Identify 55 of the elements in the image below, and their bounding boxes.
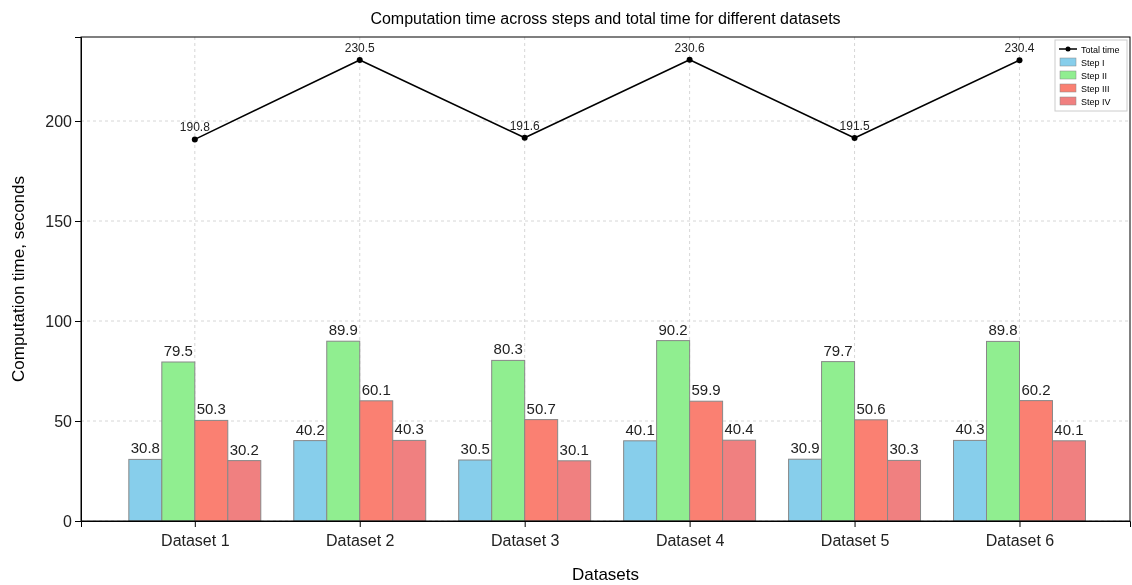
data-label: 230.4	[1004, 41, 1035, 56]
data-label: 50.6	[856, 399, 886, 417]
data-label: 40.3	[394, 420, 424, 438]
point	[521, 134, 528, 141]
data-label: 59.9	[691, 381, 721, 399]
data-label: 79.5	[163, 342, 193, 359]
x-tick-label: Dataset 1	[161, 532, 230, 549]
data-label: 40.1	[1054, 420, 1084, 438]
x-axis-title: Datasets	[571, 565, 640, 584]
data-label: 30.2	[229, 440, 259, 458]
data-label: 89.8	[988, 321, 1018, 339]
data-label: 30.8	[130, 439, 160, 457]
x-tick-label: Dataset 5	[820, 532, 890, 549]
data-label: 50.3	[196, 400, 226, 418]
x-tick-label: Dataset 2	[326, 532, 395, 549]
legend-label: Step I	[1081, 57, 1105, 68]
legend-label: Total time	[1081, 44, 1120, 55]
x-tick-label: Dataset 4	[655, 532, 725, 549]
data-label: 30.9	[790, 439, 820, 457]
data-label: 60.2	[1021, 380, 1051, 398]
legend-label: Step IV	[1081, 96, 1111, 107]
chart-title: Computation time across steps and total time for different datasets	[370, 10, 841, 27]
data-label: 50.7	[526, 399, 556, 417]
data-label: 30.3	[889, 440, 919, 458]
data-label: 30.1	[559, 440, 589, 458]
point	[686, 56, 693, 63]
data-label: 89.9	[328, 321, 358, 339]
data-label: 40.2	[295, 420, 325, 438]
y-tick-label: 0	[63, 512, 73, 530]
data-label: 40.1	[625, 420, 655, 438]
data-label: 191.5	[839, 119, 870, 133]
data-label: 79.7	[823, 341, 853, 359]
data-label: 191.6	[509, 118, 541, 133]
data-label: 230.5	[344, 41, 376, 55]
x-tick-label: Dataset 6	[985, 532, 1055, 549]
data-label: 30.5	[460, 440, 490, 457]
legend-label: Step III	[1081, 83, 1110, 94]
y-tick-label: 100	[45, 312, 73, 330]
point	[1016, 57, 1023, 64]
y-axis-title: Computation time, seconds	[9, 176, 28, 382]
data-label: 230.6	[674, 40, 705, 55]
data-label: 40.3	[955, 420, 985, 438]
y-tick-label: 50	[54, 412, 73, 430]
data-label: 90.2	[658, 320, 688, 338]
x-tick-label: Dataset 3	[490, 532, 560, 549]
point	[356, 57, 363, 63]
data-label: 190.8	[179, 120, 211, 135]
y-tick-label: 200	[45, 112, 73, 130]
y-tick-label: 150	[45, 212, 73, 230]
point	[851, 135, 858, 141]
data-label: 60.1	[361, 380, 391, 398]
point	[191, 136, 198, 143]
data-label: 40.4	[724, 420, 754, 438]
legend-label: Step II	[1081, 70, 1108, 81]
data-label: 80.3	[493, 340, 523, 358]
